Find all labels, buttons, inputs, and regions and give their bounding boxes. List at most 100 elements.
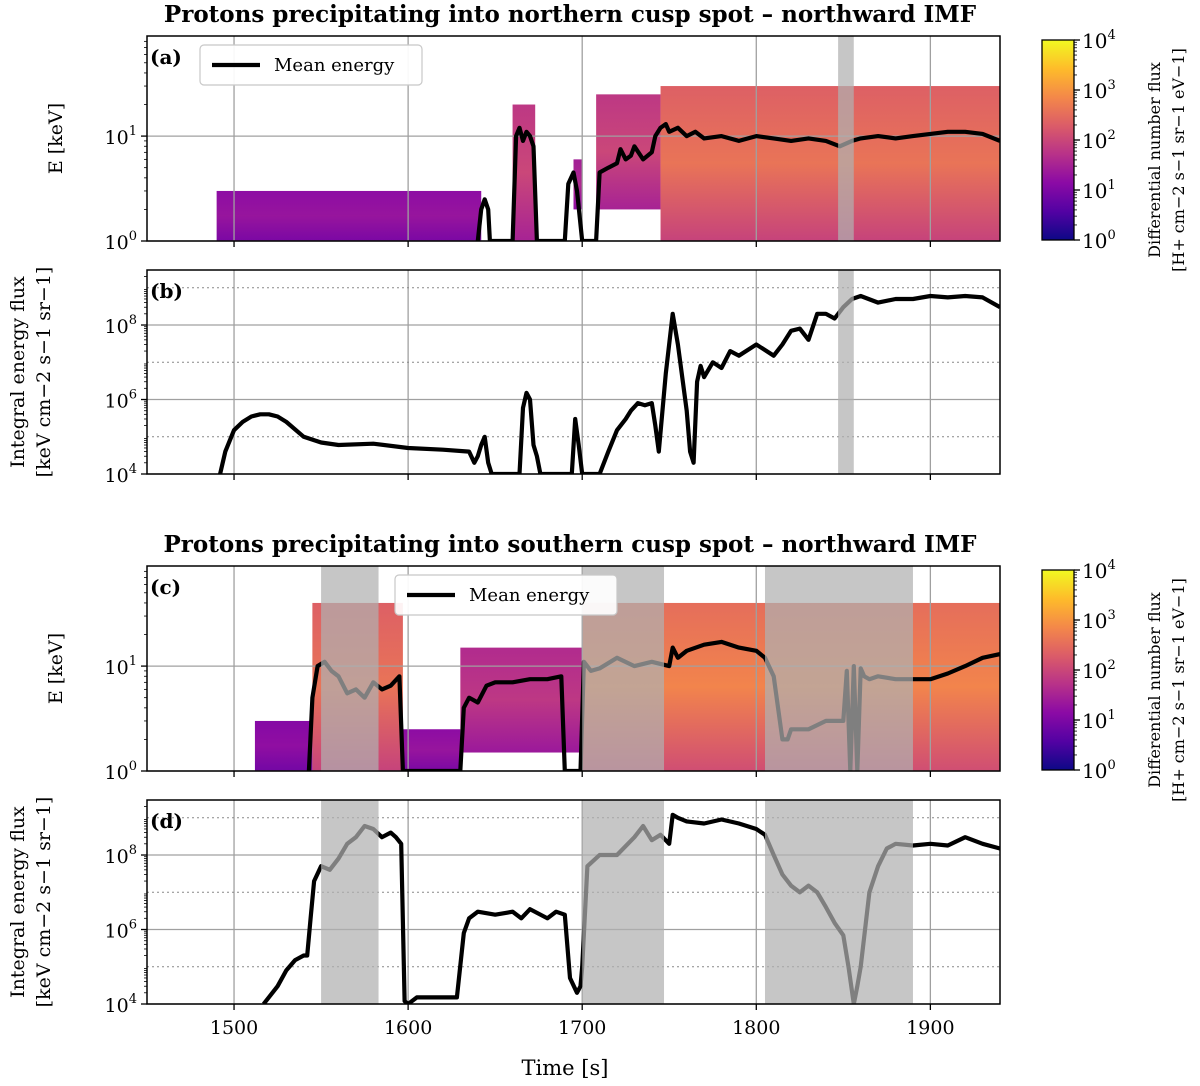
panel-label: (c) xyxy=(150,575,181,599)
colorbar-label: Differential number flux xyxy=(1145,62,1164,258)
legend-box xyxy=(394,574,618,616)
colorbar-tick-label-base: 10 xyxy=(1082,609,1107,633)
y-axis-label: Integral energy flux xyxy=(7,806,29,998)
y-axis-units: [keV cm−2 s−1 sr−1] xyxy=(33,797,55,1008)
y-axis-label: E [keV] xyxy=(45,633,67,704)
x-tick-label: 1600 xyxy=(384,1017,432,1039)
y-tick-label-base: 10 xyxy=(105,995,129,1017)
shaded-interval xyxy=(582,800,665,1004)
colorbar-tick-label-exp: 3 xyxy=(1107,78,1115,93)
panel-label: (d) xyxy=(150,809,183,833)
plot-frame xyxy=(146,565,1001,772)
y-tick-label: 101 xyxy=(105,654,137,679)
colorbar-tick-label-exp: 0 xyxy=(1107,228,1115,243)
colorbar-tick-label: 102 xyxy=(1082,658,1116,683)
plot-frame xyxy=(146,799,1001,1005)
colorbar-tick-label: 101 xyxy=(1082,708,1116,733)
colorbar-tick-label-base: 10 xyxy=(1082,129,1107,153)
x-tick-label: 1500 xyxy=(210,1017,258,1039)
colorbar-tick-label-base: 10 xyxy=(1082,659,1107,683)
colorbar-tick-label-base: 10 xyxy=(1082,559,1107,583)
shaded-interval xyxy=(764,800,913,1004)
colorbar-units: [H+ cm−2 s−1 sr−1 eV−1] xyxy=(1169,578,1188,802)
legend-label: Mean energy xyxy=(469,585,590,606)
legend-label: Mean energy xyxy=(274,55,395,76)
y-axis-label: E [keV] xyxy=(45,103,67,174)
colorbar-tick-label: 103 xyxy=(1082,608,1116,633)
y-tick-label-base: 10 xyxy=(105,316,129,338)
panel-label: (b) xyxy=(150,279,183,303)
y-tick-label-base: 10 xyxy=(105,232,129,254)
y-tick-label-base: 10 xyxy=(105,657,129,679)
colorbar-tick-label-exp: 1 xyxy=(1107,708,1115,723)
plot-frame xyxy=(146,269,1001,475)
y-tick-label: 106 xyxy=(105,388,137,413)
x-tick-label: 1800 xyxy=(732,1017,780,1039)
colorbar-tick-label-base: 10 xyxy=(1082,179,1107,203)
colorbar-gradient xyxy=(1041,569,1075,771)
heatmap-region xyxy=(660,86,1000,241)
plot-frame xyxy=(146,35,1001,242)
panel-a: 100 101 (a) E [keV] Mean energy xyxy=(45,35,1001,254)
y-tick-label-base: 10 xyxy=(105,762,129,784)
y-tick-label-base: 10 xyxy=(105,921,129,943)
colorbar-tick-label-exp: 2 xyxy=(1107,658,1115,673)
y-tick-label: 104 xyxy=(105,462,137,487)
y-tick-label-exp: 6 xyxy=(129,918,137,933)
y-tick-label-exp: 1 xyxy=(129,124,137,139)
colorbar-tick-label: 101 xyxy=(1082,178,1116,203)
colorbar-tick-label-exp: 2 xyxy=(1107,128,1115,143)
y-tick-label: 108 xyxy=(105,313,137,338)
colorbar-tick-label-exp: 4 xyxy=(1107,558,1115,573)
y-tick-label-exp: 6 xyxy=(129,388,137,403)
y-tick-label: 101 xyxy=(105,124,137,149)
heatmap-region xyxy=(216,190,482,241)
y-tick-label: 106 xyxy=(105,918,137,943)
colorbar-tick-label: 100 xyxy=(1082,758,1116,783)
colorbar-tick-label-exp: 4 xyxy=(1107,28,1115,43)
colorbar-tick-label-base: 10 xyxy=(1082,79,1107,103)
panel-label: (a) xyxy=(150,45,182,69)
y-tick-label-exp: 1 xyxy=(129,654,137,669)
colorbar-tick-label-exp: 0 xyxy=(1107,758,1115,773)
legend-box xyxy=(199,44,423,86)
colorbar-tick-label-exp: 1 xyxy=(1107,178,1115,193)
colorbar-tick-label: 103 xyxy=(1082,78,1116,103)
series-line xyxy=(218,293,1000,474)
y-axis-label: Integral energy flux xyxy=(7,276,29,468)
colorbar-label: Differential number flux xyxy=(1145,592,1164,788)
x-tick-label: 1700 xyxy=(558,1017,606,1039)
colorbar-tick-label: 104 xyxy=(1082,558,1116,583)
legend: Mean energy xyxy=(199,44,423,86)
y-tick-label-exp: 0 xyxy=(129,759,137,774)
y-tick-label-exp: 8 xyxy=(129,843,137,858)
y-axis-units: [keV cm−2 s−1 sr−1] xyxy=(33,267,55,478)
shaded-interval xyxy=(764,566,913,771)
y-tick-label: 100 xyxy=(105,759,137,784)
legend: Mean energy xyxy=(394,574,618,616)
heatmap-region xyxy=(402,729,461,771)
colorbar-tick-label-base: 10 xyxy=(1082,759,1107,783)
y-tick-label-base: 10 xyxy=(105,465,129,487)
shaded-interval xyxy=(838,270,854,474)
colorbar-units: [H+ cm−2 s−1 sr−1 eV−1] xyxy=(1169,48,1188,272)
title-north: Protons precipitating into northern cusp… xyxy=(164,1,977,28)
colorbar-tick-label-base: 10 xyxy=(1082,29,1107,53)
colorbar-tick-label-base: 10 xyxy=(1082,709,1107,733)
y-tick-label-exp: 4 xyxy=(129,992,137,1007)
title-south: Protons precipitating into southern cusp… xyxy=(163,531,977,558)
shaded-interval xyxy=(321,566,379,771)
heatmap-region xyxy=(254,720,313,771)
y-tick-label: 104 xyxy=(105,992,137,1017)
colorbar-tick-label: 104 xyxy=(1082,28,1116,53)
y-tick-label-exp: 0 xyxy=(129,229,137,244)
colorbar-gradient xyxy=(1041,39,1075,241)
y-tick-label-exp: 4 xyxy=(129,462,137,477)
y-tick-label: 108 xyxy=(105,843,137,868)
shaded-interval xyxy=(321,800,379,1004)
